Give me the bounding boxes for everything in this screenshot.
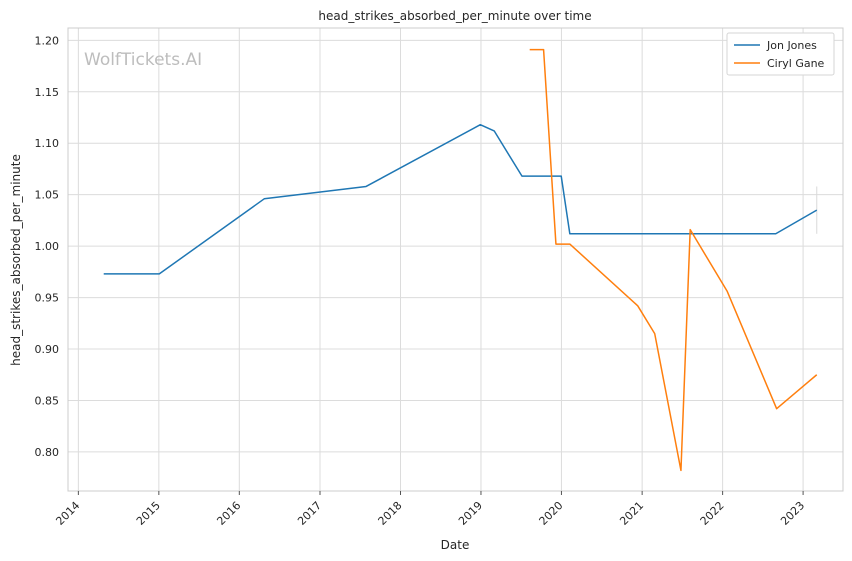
watermark: WolfTickets.AI (84, 50, 202, 70)
x-tick-label: 2019 (456, 499, 485, 528)
legend-label-jon-jones: Jon Jones (766, 39, 817, 52)
y-tick-label: 0.90 (35, 343, 60, 356)
series-line-ciryl-gane (529, 48, 818, 472)
chart-title: head_strikes_absorbed_per_minute over ti… (318, 9, 591, 23)
y-tick-label: 1.05 (35, 189, 60, 202)
y-tick-label: 1.00 (35, 240, 60, 253)
x-tick-label: 2016 (214, 499, 243, 528)
legend-label-ciryl-gane: Ciryl Gane (767, 57, 825, 70)
y-axis-label: head_strikes_absorbed_per_minute (9, 154, 23, 366)
x-tick-label: 2017 (295, 499, 324, 528)
x-axis: 2014 2015 2016 2017 2018 2019 2020 2021 2022 2023 (53, 491, 807, 528)
x-tick-label: 2014 (53, 499, 82, 528)
series-line-jon-jones (103, 123, 818, 275)
y-tick-label: 0.80 (35, 446, 60, 459)
y-tick-label: 1.10 (35, 137, 60, 150)
legend-box (726, 32, 835, 76)
x-tick-label: 2020 (537, 499, 566, 528)
x-tick-label: 2015 (134, 499, 163, 528)
x-axis-label: Date (441, 538, 470, 552)
y-tick-label: 0.85 (35, 394, 60, 407)
grid (68, 28, 843, 491)
x-tick-label: 2023 (778, 499, 807, 528)
series-layer (103, 48, 818, 472)
x-tick-label: 2021 (617, 499, 646, 528)
y-tick-label: 1.20 (35, 34, 60, 47)
y-tick-label: 1.15 (35, 86, 60, 99)
x-tick-label: 2022 (698, 499, 727, 528)
plot-frame (67, 27, 844, 492)
y-axis: 0.80 0.85 0.90 0.95 1.00 1.05 1.10 1.15 1.20 (35, 34, 60, 459)
y-tick-label: 0.95 (35, 292, 60, 305)
x-tick-label: 2018 (376, 499, 405, 528)
legend: Jon Jones Ciryl Gane (726, 32, 835, 76)
